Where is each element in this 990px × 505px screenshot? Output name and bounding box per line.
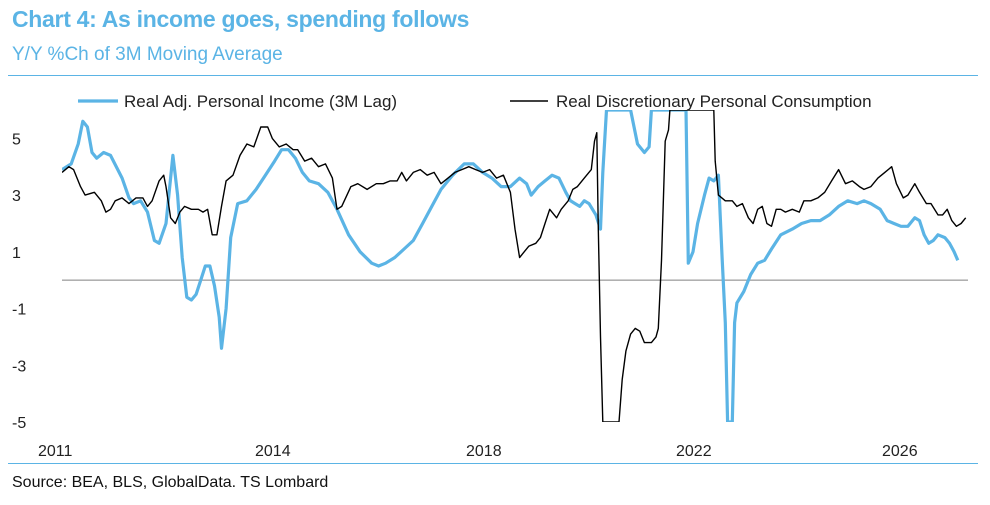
chart-title: Chart 4: As income goes, spending follow… xyxy=(12,6,470,32)
y-tick-label: -1 xyxy=(12,302,26,319)
y-tick-label: 1 xyxy=(12,245,21,262)
source-note: Source: BEA, BLS, GlobalData. TS Lombard xyxy=(12,474,329,491)
bottom-divider xyxy=(8,463,978,464)
legend-label: Real Adj. Personal Income (3M Lag) xyxy=(124,92,397,111)
x-tick-label: 2022 xyxy=(676,443,712,460)
chart-subtitle: Y/Y %Ch of 3M Moving Average xyxy=(12,44,283,65)
x-tick-label: 2014 xyxy=(255,443,291,460)
x-axis-ticks: 2011 2014 2018 2022 2026 xyxy=(38,443,918,460)
series-lines xyxy=(62,110,967,422)
chart-legend: Real Adj. Personal Income (3M Lag) Real D… xyxy=(78,92,872,111)
x-tick-label: 2026 xyxy=(882,443,918,460)
x-tick-label: 2011 xyxy=(38,443,73,460)
consumption-series-line xyxy=(62,110,967,422)
x-tick-label: 2018 xyxy=(466,443,502,460)
y-tick-label: -5 xyxy=(12,415,26,432)
y-tick-label: 3 xyxy=(12,188,21,205)
y-tick-label: 5 xyxy=(12,131,21,148)
legend-label: Real Discretionary Personal Consumption xyxy=(556,92,872,111)
y-axis-ticks: 5 3 1 -1 -3 -5 xyxy=(12,131,26,432)
y-tick-label: -3 xyxy=(12,358,26,375)
top-divider xyxy=(8,75,978,76)
income-series-line xyxy=(62,110,960,422)
